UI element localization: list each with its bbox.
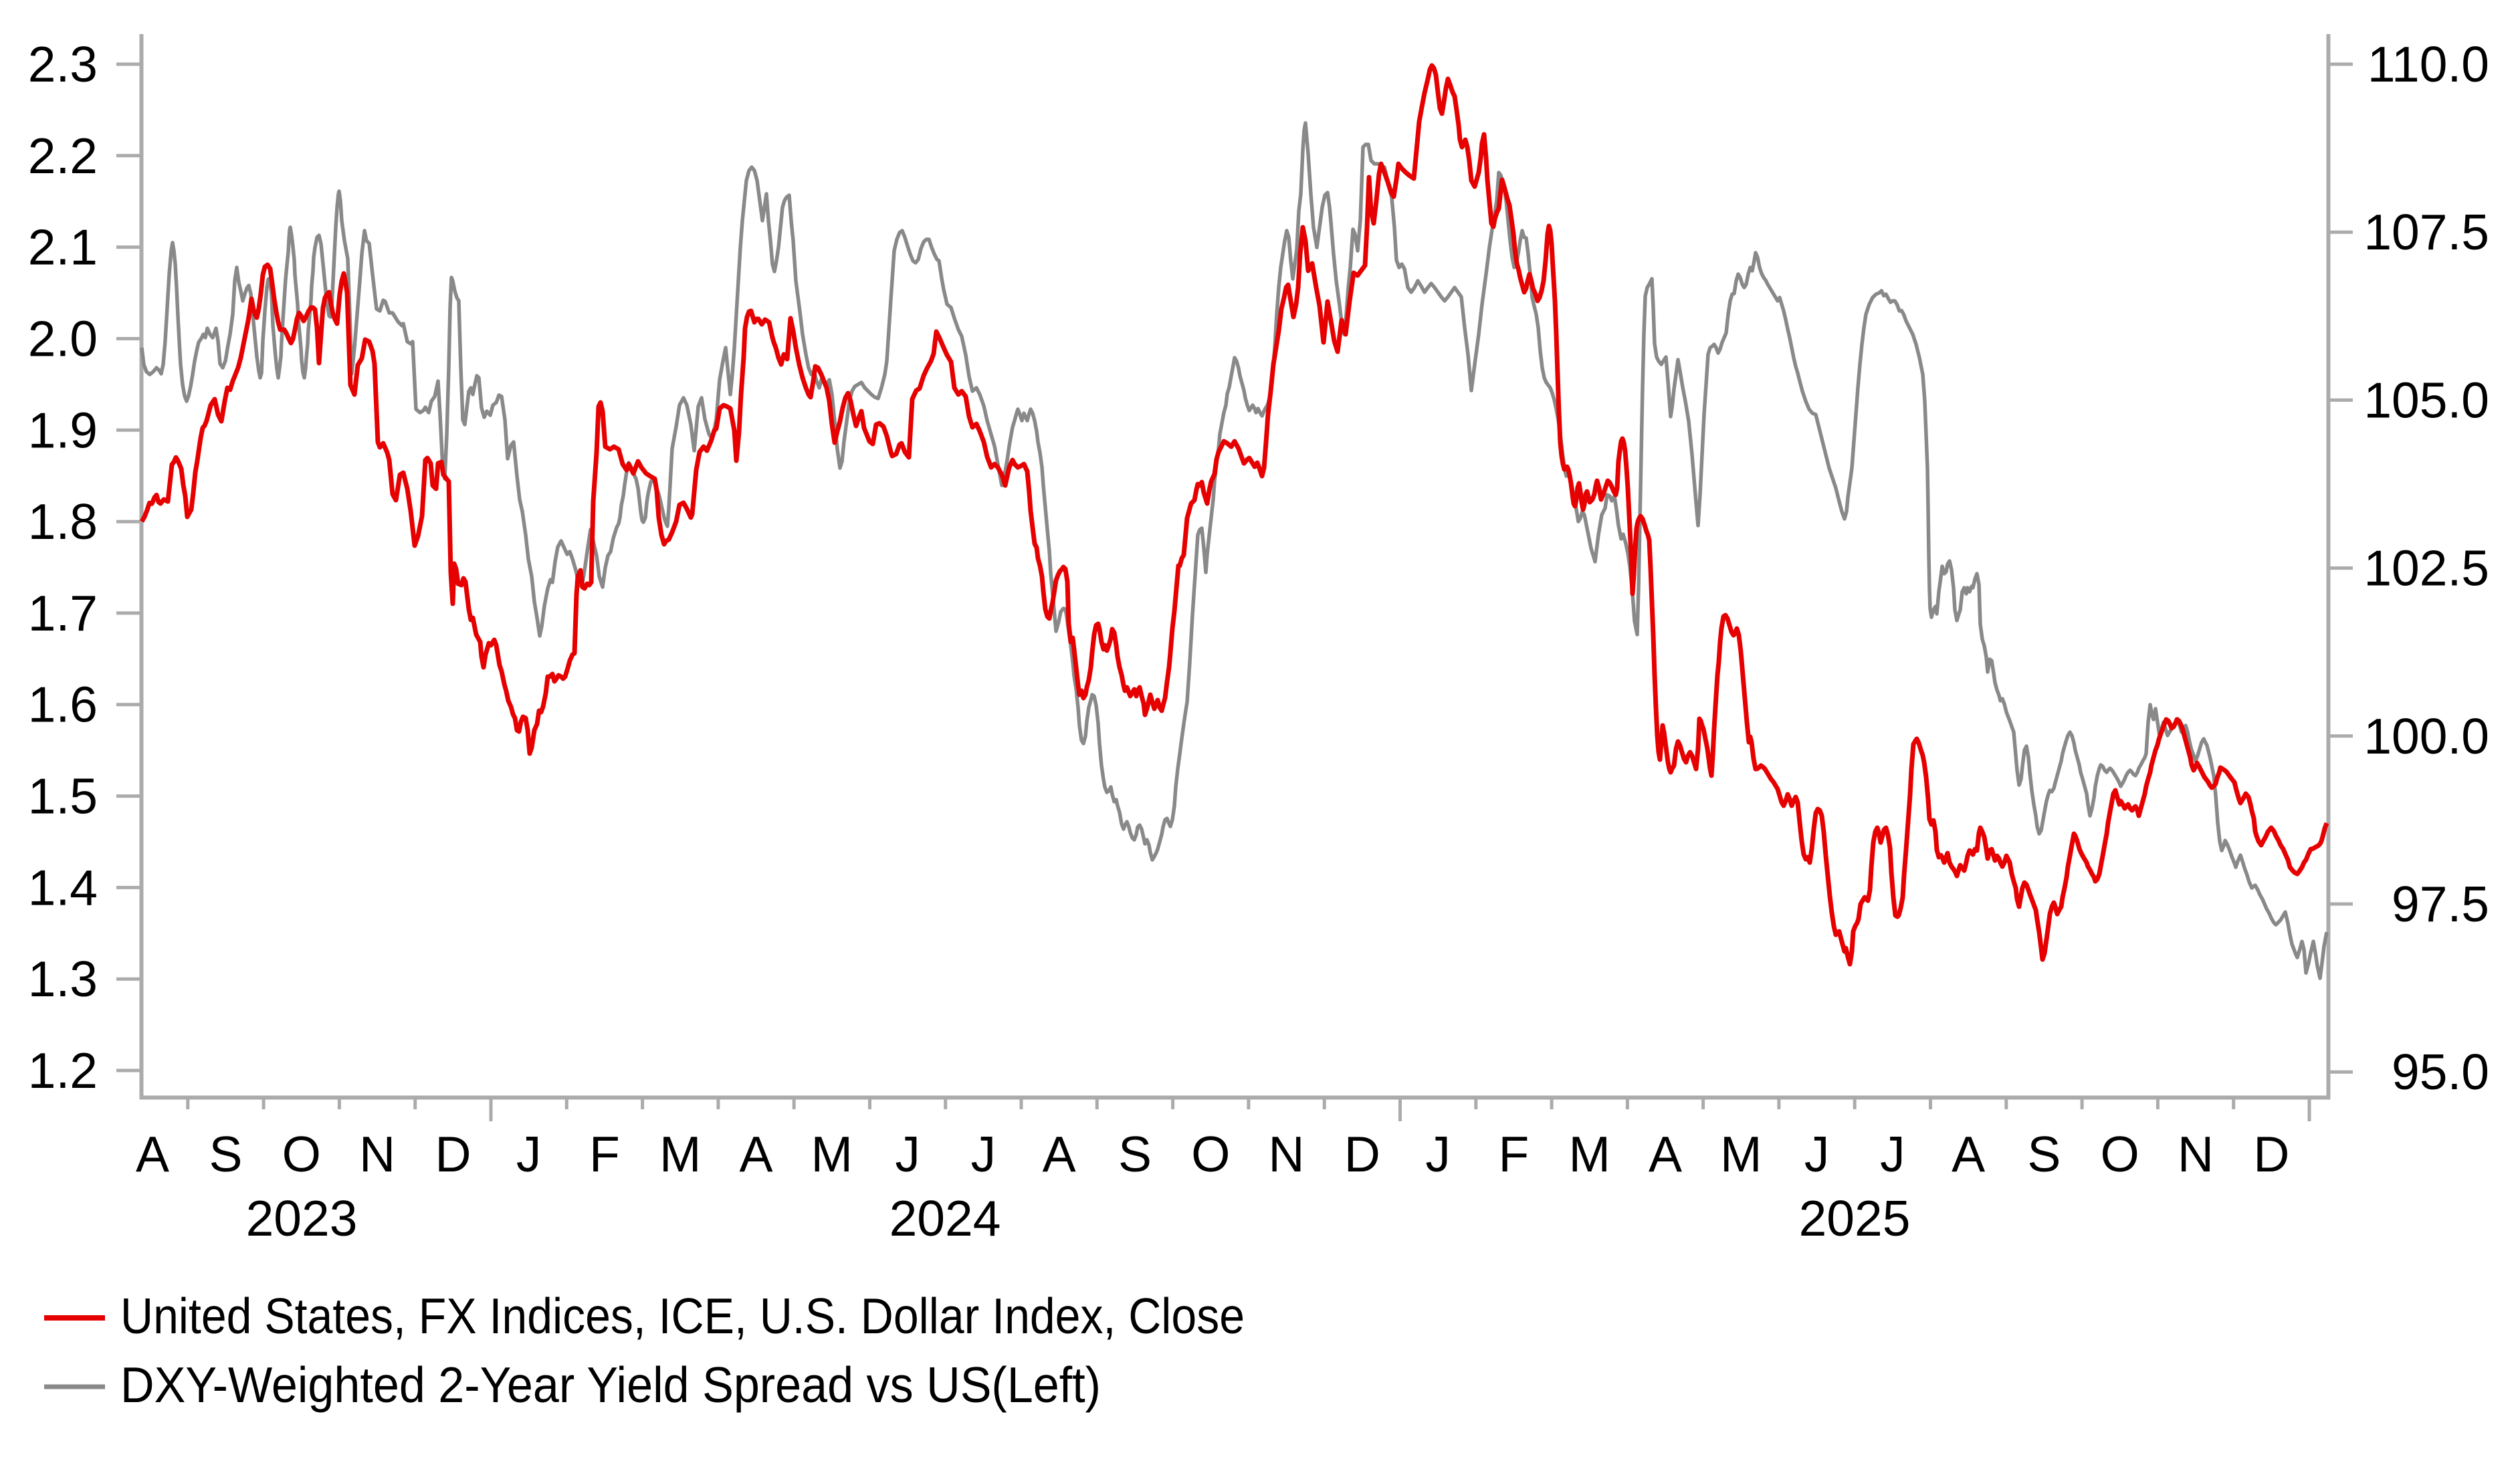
svg-text:97.5: 97.5 [2392, 876, 2489, 932]
svg-text:J: J [516, 1126, 542, 1182]
svg-text:105.0: 105.0 [2364, 372, 2489, 428]
svg-text:1.9: 1.9 [28, 402, 98, 458]
svg-text:2.0: 2.0 [28, 311, 98, 367]
svg-text:95.0: 95.0 [2392, 1044, 2489, 1100]
svg-text:J: J [971, 1126, 996, 1182]
svg-text:F: F [589, 1126, 620, 1182]
svg-text:2023: 2023 [246, 1190, 358, 1246]
svg-text:F: F [1498, 1126, 1529, 1182]
svg-text:2024: 2024 [889, 1190, 1001, 1246]
svg-text:2025: 2025 [1799, 1190, 1911, 1246]
svg-text:1.2: 1.2 [28, 1042, 98, 1099]
svg-text:S: S [1118, 1126, 1152, 1182]
svg-text:1.8: 1.8 [28, 493, 98, 550]
svg-text:A: A [136, 1126, 169, 1182]
svg-text:D: D [1344, 1126, 1380, 1182]
svg-text:100.0: 100.0 [2364, 708, 2489, 764]
svg-text:DXY-Weighted 2-Year Yield Spre: DXY-Weighted 2-Year Yield Spread vs US(L… [120, 1357, 1101, 1413]
svg-text:102.5: 102.5 [2364, 540, 2489, 596]
svg-text:J: J [1880, 1126, 1905, 1182]
svg-text:M: M [1568, 1126, 1610, 1182]
svg-text:O: O [2101, 1126, 2139, 1182]
svg-text:1.4: 1.4 [28, 859, 98, 915]
svg-text:107.5: 107.5 [2364, 204, 2489, 260]
svg-text:1.5: 1.5 [28, 768, 98, 824]
svg-text:A: A [1952, 1126, 1985, 1182]
svg-text:United States, FX Indices, ICE: United States, FX Indices, ICE, U.S. Dol… [120, 1288, 1245, 1344]
svg-text:2.1: 2.1 [28, 219, 98, 275]
svg-text:D: D [2253, 1126, 2289, 1182]
svg-text:J: J [1425, 1126, 1451, 1182]
svg-text:1.3: 1.3 [28, 951, 98, 1007]
svg-text:S: S [209, 1126, 242, 1182]
svg-text:J: J [895, 1126, 920, 1182]
svg-text:J: J [1804, 1126, 1830, 1182]
svg-text:M: M [1720, 1126, 1762, 1182]
svg-text:2.3: 2.3 [28, 36, 98, 92]
svg-text:O: O [1191, 1126, 1230, 1182]
svg-text:M: M [811, 1126, 853, 1182]
svg-text:N: N [2178, 1126, 2214, 1182]
svg-text:110.0: 110.0 [2368, 36, 2489, 92]
svg-text:A: A [1043, 1126, 1076, 1182]
svg-text:2.2: 2.2 [28, 128, 98, 184]
svg-text:1.6: 1.6 [28, 677, 98, 733]
svg-text:A: A [739, 1126, 772, 1182]
svg-text:N: N [1268, 1126, 1304, 1182]
svg-text:1.7: 1.7 [28, 585, 98, 641]
svg-text:S: S [2027, 1126, 2061, 1182]
svg-text:A: A [1649, 1126, 1682, 1182]
svg-text:O: O [282, 1126, 321, 1182]
svg-text:D: D [435, 1126, 471, 1182]
svg-text:N: N [359, 1126, 395, 1182]
svg-text:M: M [659, 1126, 701, 1182]
